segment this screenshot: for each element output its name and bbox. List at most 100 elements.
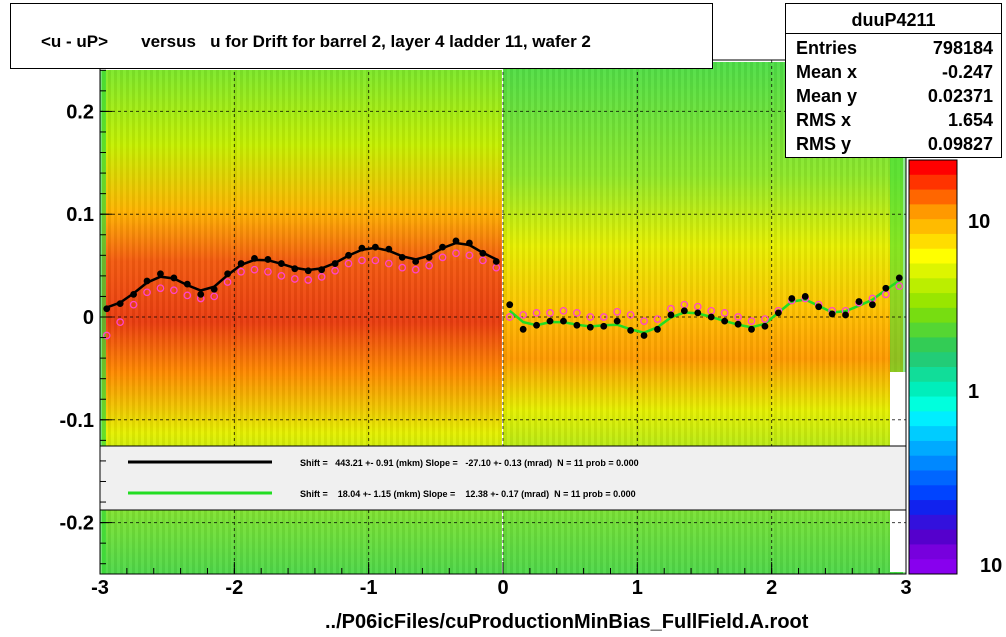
black-point [345,251,352,259]
palette-band [909,233,957,250]
black-point [371,243,379,251]
black-point [748,325,755,333]
title-box: <u - uP> versus u for Drift for barrel 2… [10,3,713,69]
magenta-point [425,261,433,270]
black-point [143,277,151,285]
y-tick-label: -0.2 [60,513,94,535]
black-point [613,317,621,325]
black-point [842,311,849,319]
magenta-point [734,313,742,321]
black-point [291,265,299,273]
color-palette [908,159,958,575]
palette-band [909,396,957,412]
stats-label: Entries [796,38,858,58]
stats-label: RMS x [796,110,852,130]
series-black-points [103,237,903,339]
palette-band [909,174,957,191]
black-point [815,303,823,311]
magenta-point [519,311,528,319]
black-point [560,317,567,325]
x-tick-label: -1 [360,577,378,599]
magenta-point [277,272,286,280]
black-point [251,255,258,262]
magenta-point [344,259,353,268]
magenta-point [546,309,554,317]
magenta-point [331,266,339,275]
black-point [869,301,876,309]
black-point [707,313,715,321]
palette-band [909,293,957,309]
palette-band [909,322,957,338]
black-point [640,332,648,339]
magenta-point [626,311,635,319]
black-point [224,270,232,278]
stats-row-mean-x: Mean x -0.247 [796,62,993,86]
palette-band [909,411,957,427]
magenta-point [264,267,272,276]
palette-band [909,426,957,442]
black-point [157,270,164,278]
y-tick-label: -0.1 [60,410,94,432]
palette-band [909,529,957,545]
magenta-point [895,282,904,291]
x-tick-label: -3 [91,577,109,599]
palette-frame [908,159,958,575]
palette-band [909,263,957,279]
x-tick-label: 0 [497,577,508,599]
black-point [694,309,702,317]
black-point [103,305,111,313]
magenta-point [358,256,366,265]
black-point [492,258,500,265]
black-point [466,239,473,247]
magenta-point [250,265,259,274]
magenta-point [613,308,622,316]
stats-label: Mean y [796,86,858,106]
black-point [116,300,124,308]
magenta-point [599,313,608,321]
black-point [304,267,312,275]
magenta-point [653,315,662,323]
black-point [895,274,903,282]
palette-label-1: 1 [968,381,979,403]
heatmap-edge-strip [100,70,106,574]
palette-band [909,367,957,383]
stats-value: 1.654 [947,110,993,130]
black-point [828,310,836,318]
magenta-point [237,267,245,276]
black-point [882,284,890,292]
x-tick-label: -2 [225,577,243,599]
black-point [439,243,446,251]
magenta-point [586,313,595,321]
palette-band [909,352,957,368]
magenta-point [317,273,326,281]
black-point [237,260,245,267]
magenta-point [398,263,407,272]
palette-band [909,514,957,531]
x-axis: -3 -2 -1 0 1 2 3 [91,562,912,599]
palette-band [909,455,957,471]
black-point [586,323,594,331]
black-point [183,280,191,288]
x-tick-label: 2 [766,577,777,599]
black-point [277,260,285,267]
black-point [130,290,137,298]
palette-band [909,544,957,560]
magenta-point [102,331,111,340]
magenta-point [156,284,165,293]
magenta-point [720,309,729,317]
magenta-point [129,300,138,309]
black-point [398,253,406,261]
black-point [774,309,782,317]
magenta-point [559,306,568,315]
stats-label: Mean x [796,62,858,82]
palette-band [909,381,957,398]
magenta-point [411,265,420,274]
y-tick-label: 0 [83,307,94,329]
palette-band [909,189,957,205]
black-point [425,253,433,261]
black-point [667,311,675,319]
black-point [533,321,540,329]
black-point [385,245,393,253]
magenta-point [210,292,219,301]
x-tick-label: 1 [632,577,643,599]
